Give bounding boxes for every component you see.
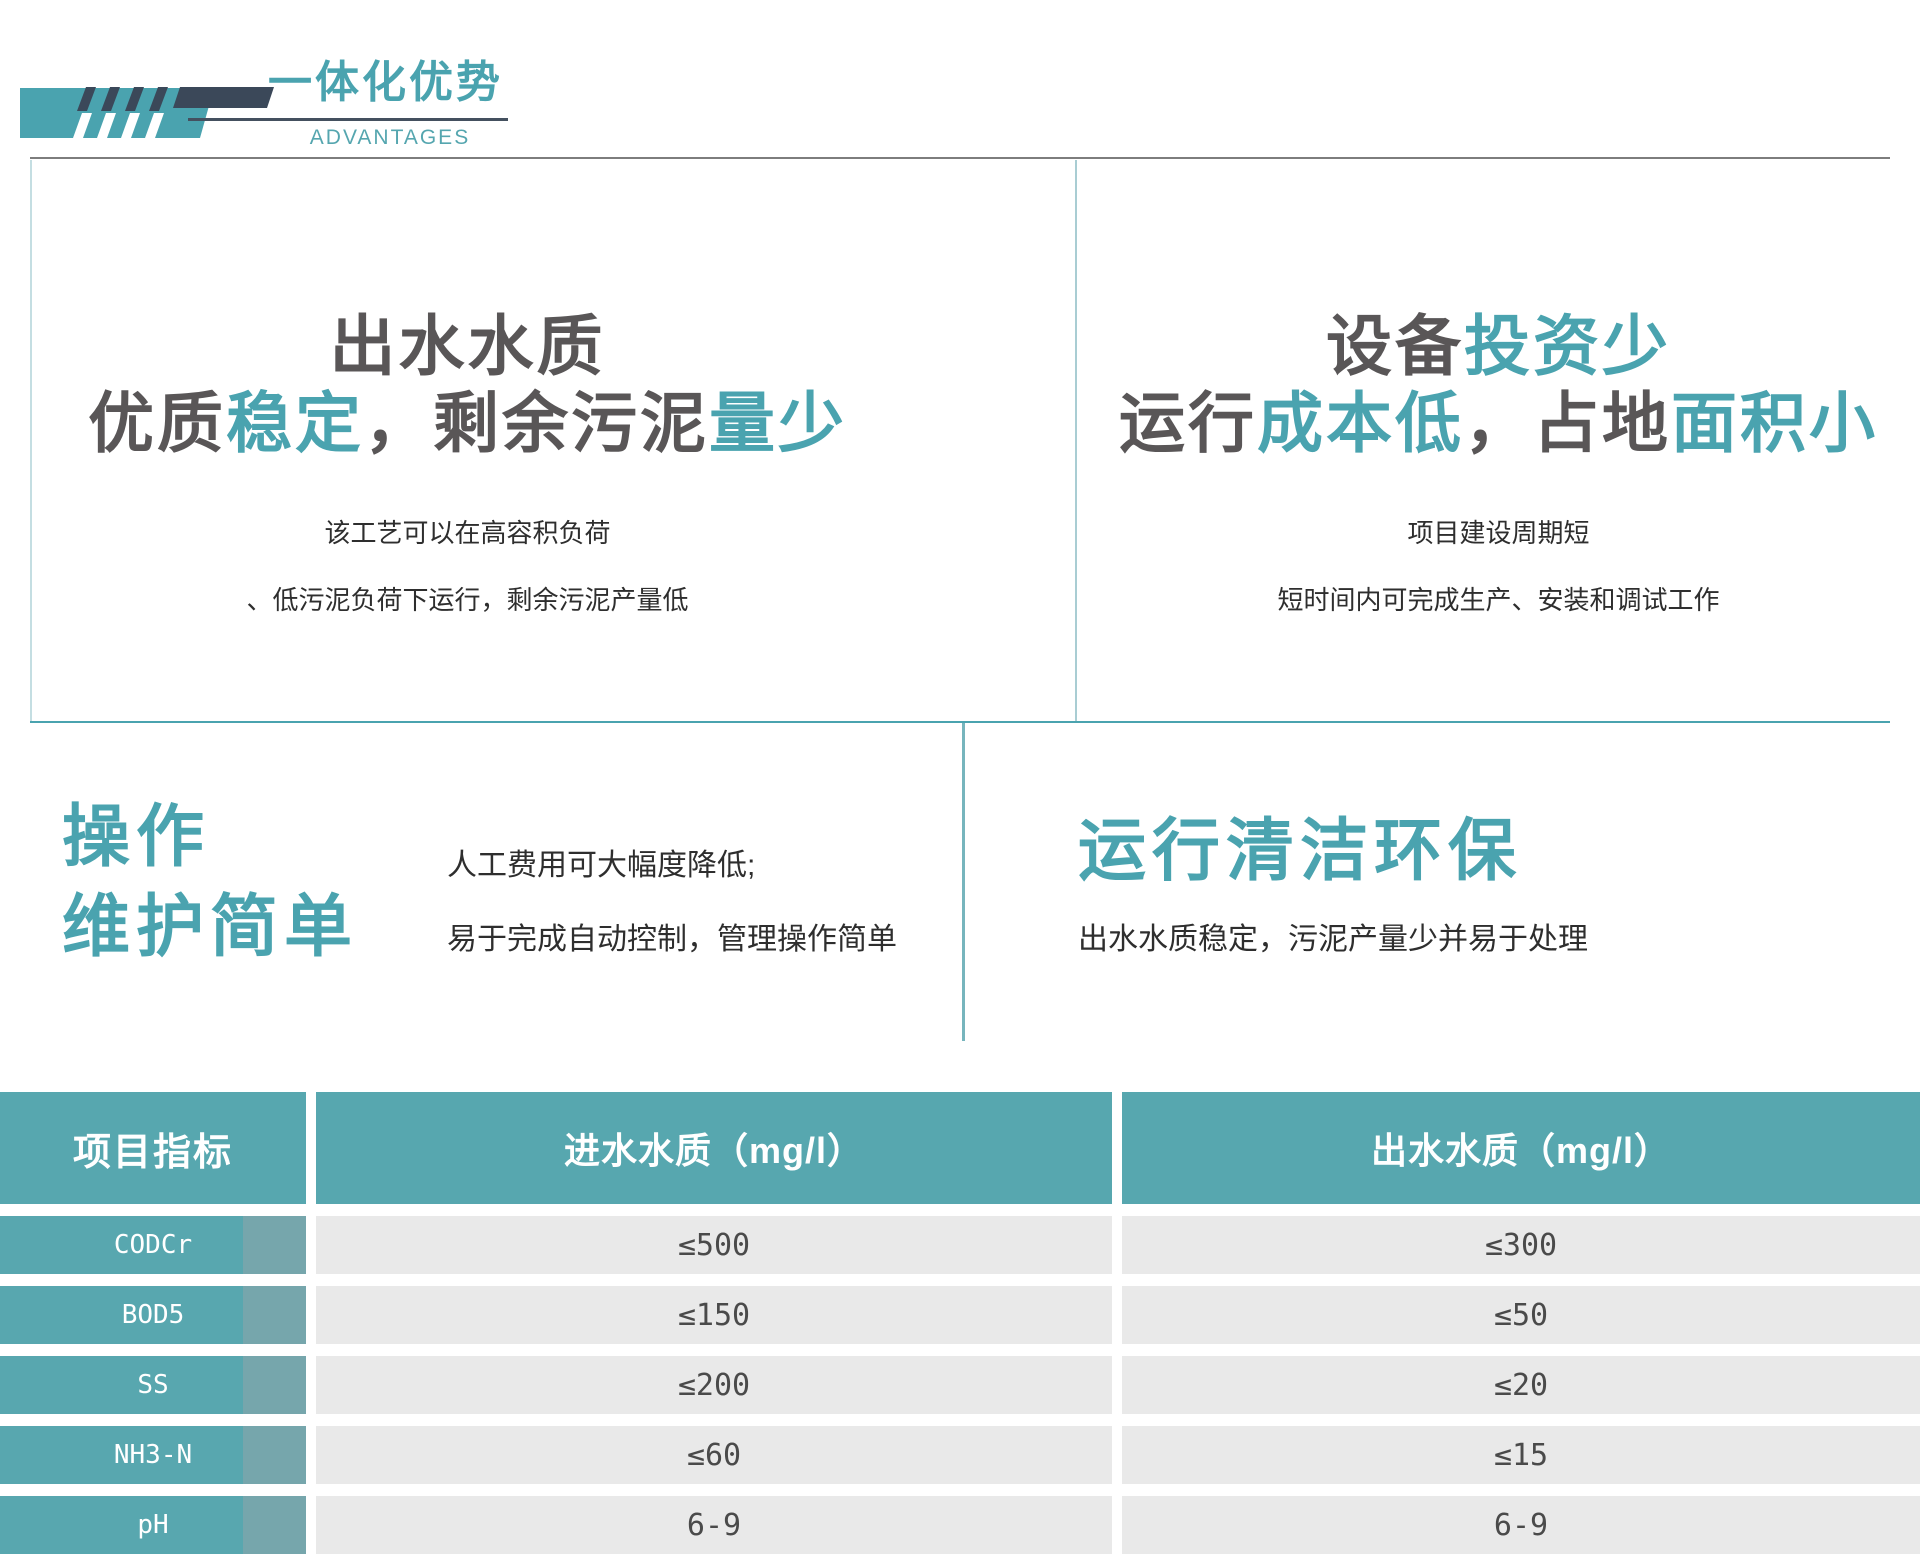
effluent-value: ≤20 — [1122, 1356, 1920, 1414]
effluent-desc-line1: 该工艺可以在高容积负荷 — [324, 518, 611, 549]
header-influent: 进水水质（mg/l） — [316, 1092, 1112, 1204]
table-row-nh3n: NH3-N ≤60 ≤15 — [0, 1426, 1920, 1484]
influent-value: ≤150 — [316, 1286, 1112, 1344]
param-cell-strip — [243, 1496, 306, 1554]
effluent-desc-line2: 、低污泥负荷下运行，剩余污泥产量低 — [246, 585, 689, 616]
middle-horizontal-divider — [30, 721, 1890, 723]
logo-white-slash — [97, 113, 116, 138]
effluent-headline-line2: 优质稳定，剩余污泥量少 — [88, 385, 847, 460]
param-label: SS — [137, 1370, 169, 1400]
effluent-value: ≤15 — [1122, 1426, 1920, 1484]
effluent-value: 6-9 — [1122, 1496, 1920, 1554]
param-cell-strip — [243, 1216, 306, 1274]
operation-title: 操作 维护简单 — [62, 799, 359, 965]
influent-value: ≤200 — [316, 1356, 1112, 1414]
page-title: 一体化优势 — [268, 58, 503, 107]
investment-desc-line2: 短时间内可完成生产、安装和调试工作 — [1277, 585, 1720, 616]
param-label: pH — [137, 1510, 169, 1540]
panel-effluent-quality: 出水水质 优质稳定，剩余污泥量少 该工艺可以在高容积负荷 、低污泥负荷下运行，剩… — [30, 160, 905, 617]
effluent-value: ≤50 — [1122, 1286, 1920, 1344]
influent-value: ≤500 — [316, 1216, 1112, 1274]
bottom-vertical-divider — [962, 723, 965, 1041]
clean-title: 运行清洁环保 — [1078, 813, 1523, 889]
header-effluent: 出水水质（mg/l） — [1122, 1092, 1920, 1204]
param-label: NH3-N — [113, 1440, 193, 1470]
top-horizontal-divider — [30, 157, 1890, 159]
table-row-ph: pH 6-9 6-9 — [0, 1496, 1920, 1554]
param-cell-strip — [243, 1356, 306, 1414]
effluent-value: ≤300 — [1122, 1216, 1920, 1274]
influent-value: ≤60 — [316, 1426, 1112, 1484]
table-row-bod5: BOD5 ≤150 ≤50 — [0, 1286, 1920, 1344]
logo-white-slash — [145, 113, 164, 138]
logo-dark-slash — [149, 87, 168, 111]
logo-dark-bar — [173, 87, 274, 108]
logo-teal-band — [20, 88, 214, 138]
logo-decoration — [20, 87, 274, 138]
top-vertical-divider — [1075, 160, 1077, 721]
title-underline — [188, 118, 508, 121]
param-cell-strip — [243, 1286, 306, 1344]
header-param: 项目指标 — [0, 1092, 306, 1204]
page-subtitle: ADVANTAGES — [309, 126, 471, 149]
operation-desc-line1: 人工费用可大幅度降低; — [447, 849, 756, 882]
param-label: BOD5 — [121, 1300, 185, 1330]
logo-dark-slash — [77, 87, 96, 111]
influent-value: 6-9 — [316, 1496, 1112, 1554]
investment-desc-line1: 项目建设周期短 — [1407, 518, 1590, 549]
left-edge-line — [30, 160, 32, 721]
table-row-ss: SS ≤200 ≤20 — [0, 1356, 1920, 1414]
investment-headline-line2: 运行成本低，占地面积小 — [1119, 385, 1878, 460]
logo-dark-slash — [125, 87, 144, 111]
param-cell-strip — [243, 1426, 306, 1484]
water-quality-table: 项目指标 进水水质（mg/l） 出水水质（mg/l） CODCr ≤500 ≤3… — [0, 1092, 1920, 1554]
table-header-row: 项目指标 进水水质（mg/l） 出水水质（mg/l） — [0, 1092, 1920, 1204]
table-row-codcr: CODCr ≤500 ≤300 — [0, 1216, 1920, 1274]
logo-white-slash — [121, 113, 140, 138]
logo-white-slash — [73, 113, 92, 138]
investment-headline-line1: 设备投资少 — [1326, 309, 1671, 383]
clean-desc: 出水水质稳定，污泥产量少并易于处理 — [1078, 923, 1588, 956]
logo-dark-slash — [101, 87, 120, 111]
operation-desc-line2: 易于完成自动控制，管理操作简单 — [447, 923, 897, 956]
param-label: CODCr — [113, 1230, 193, 1260]
panel-low-investment: 设备投资少 运行成本低，占地面积小 项目建设周期短 短时间内可完成生产、安装和调… — [1077, 160, 1920, 617]
effluent-headline-line1: 出水水质 — [329, 309, 606, 383]
